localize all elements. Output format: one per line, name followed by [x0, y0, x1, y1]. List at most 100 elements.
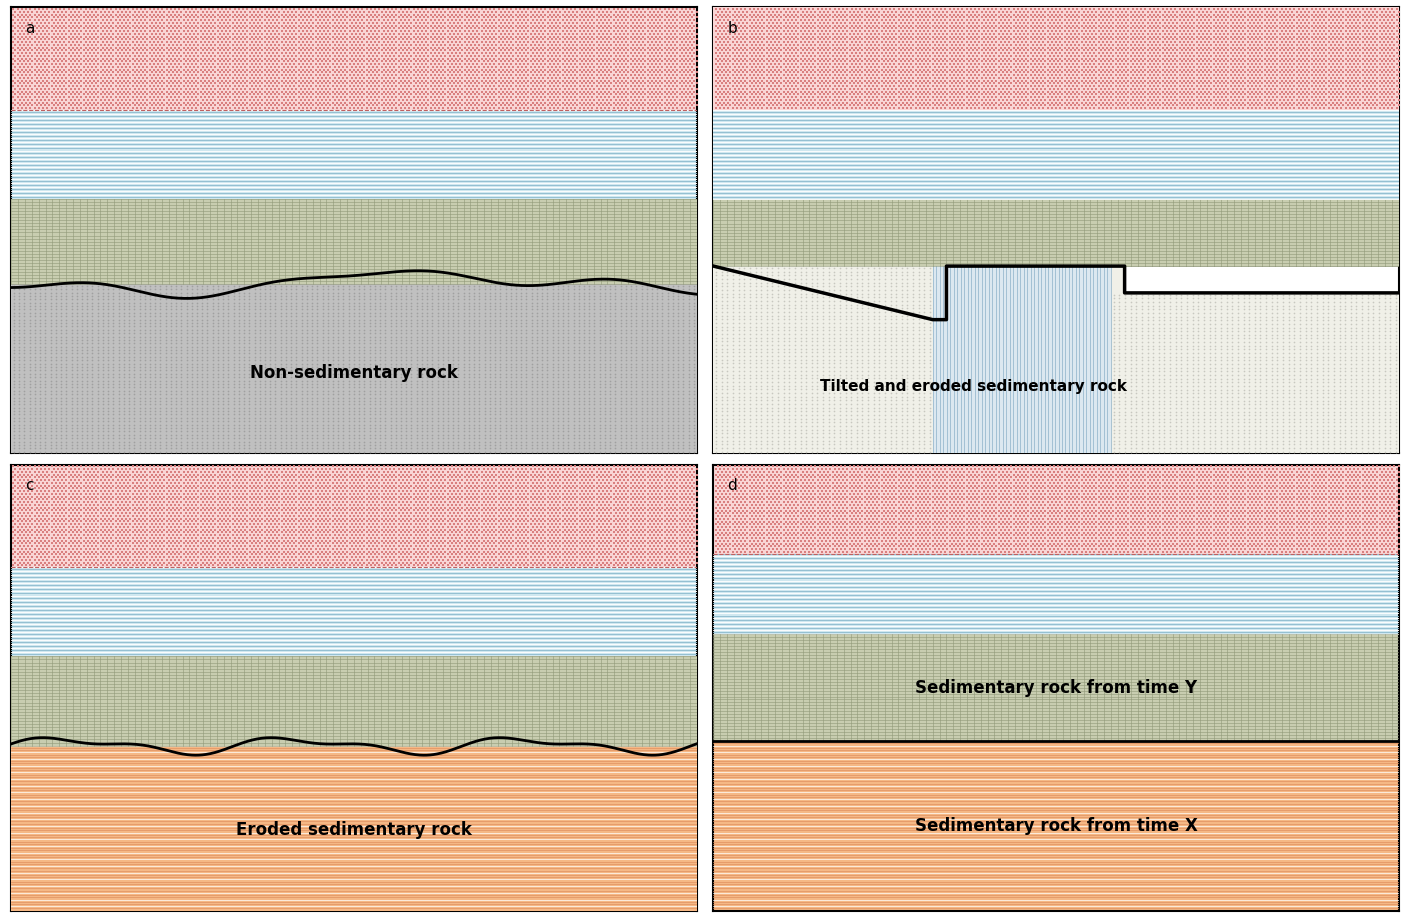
Point [973, 29, 995, 44]
Point [565, 522, 588, 537]
Point [269, 418, 292, 432]
Point [1108, 7, 1131, 22]
Point [1375, 470, 1397, 485]
Point [1308, 18, 1331, 33]
Point [321, 350, 344, 364]
Point [774, 10, 797, 25]
Point [1145, 76, 1167, 91]
Point [86, 322, 109, 337]
Point [202, 51, 224, 66]
Point [1103, 393, 1125, 408]
Point [79, 79, 102, 94]
Point [919, 404, 942, 419]
Point [764, 24, 787, 39]
Point [1041, 51, 1063, 66]
Point [1196, 21, 1218, 36]
Point [891, 382, 914, 397]
Point [192, 27, 214, 41]
Point [574, 98, 596, 113]
Point [768, 35, 791, 50]
Point [1307, 5, 1330, 19]
Point [828, 7, 850, 22]
Point [1029, 5, 1052, 19]
Point [447, 386, 470, 401]
Point [189, 90, 211, 105]
Point [594, 346, 616, 361]
Point [306, 394, 329, 409]
Point [912, 511, 935, 526]
Point [406, 434, 429, 449]
Point [928, 514, 950, 529]
Point [1153, 339, 1176, 353]
Point [1311, 382, 1334, 397]
Point [498, 10, 520, 25]
Point [611, 57, 633, 72]
Point [1242, 525, 1265, 540]
Point [1232, 309, 1255, 324]
Point [319, 21, 341, 36]
Point [878, 2, 901, 17]
Point [623, 90, 646, 105]
Point [1186, 473, 1208, 487]
Point [400, 340, 423, 354]
Point [1083, 73, 1105, 88]
Point [28, 288, 51, 303]
Point [1345, 346, 1368, 361]
Point [561, 533, 584, 548]
Point [1083, 539, 1105, 554]
Point [343, 316, 365, 330]
Point [102, 511, 124, 526]
Point [778, 272, 801, 286]
Point [1300, 35, 1323, 50]
Point [626, 484, 649, 498]
Point [331, 550, 354, 565]
Point [517, 57, 540, 72]
Point [794, 473, 816, 487]
Point [784, 393, 807, 408]
Point [919, 498, 942, 512]
Point [994, 79, 1017, 94]
Point [787, 43, 809, 58]
Point [1055, 49, 1077, 63]
Point [55, 21, 78, 36]
Point [319, 16, 341, 30]
Point [651, 54, 674, 69]
Point [812, 514, 835, 529]
Point [1121, 62, 1144, 77]
Point [728, 341, 750, 356]
Point [1266, 79, 1289, 94]
Point [1153, 38, 1176, 52]
Point [327, 384, 350, 398]
Point [1225, 5, 1248, 19]
Point [857, 84, 880, 99]
Point [790, 467, 812, 482]
Point [250, 79, 272, 94]
Point [1003, 18, 1025, 33]
Point [1349, 21, 1372, 36]
Point [1086, 531, 1108, 545]
Point [553, 500, 575, 515]
Point [630, 386, 653, 401]
Point [995, 71, 1018, 85]
Point [175, 478, 197, 493]
Point [1115, 38, 1138, 52]
Point [1220, 484, 1242, 498]
Point [1065, 10, 1087, 25]
Point [987, 21, 1010, 36]
Point [212, 285, 234, 300]
Point [1337, 93, 1359, 107]
Point [873, 71, 895, 85]
Point [1162, 16, 1184, 30]
Point [501, 542, 523, 556]
Point [1177, 13, 1200, 28]
Point [630, 528, 653, 543]
Point [499, 282, 522, 297]
Point [1294, 357, 1317, 372]
Point [68, 484, 90, 498]
Point [711, 290, 733, 305]
Point [515, 342, 537, 357]
Point [768, 24, 791, 39]
Point [752, 40, 774, 55]
Point [374, 418, 396, 432]
Point [1176, 378, 1198, 393]
